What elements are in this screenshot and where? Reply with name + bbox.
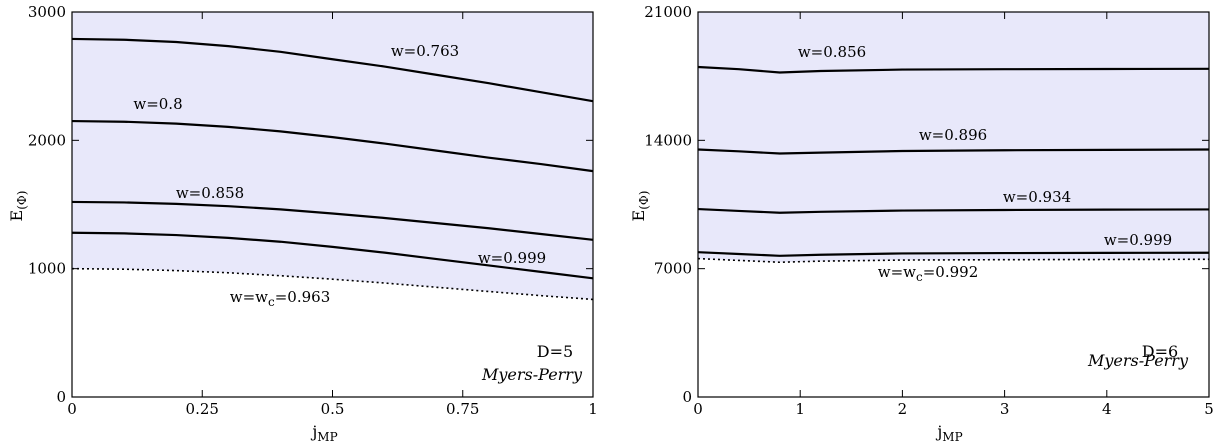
- series-line: [697, 251, 1210, 257]
- series-label: w=0.999: [1104, 231, 1172, 249]
- series-label: w=0.896: [919, 126, 987, 144]
- series-label: w=0.999: [478, 249, 546, 267]
- y-axis-label-text: E: [629, 210, 648, 222]
- x-tick-label: 0: [67, 400, 77, 418]
- model-label: Myers-Perry: [1087, 351, 1189, 370]
- series-line: [71, 119, 594, 173]
- dimension-label: D=5: [537, 342, 573, 361]
- x-axis-label-text: j: [310, 422, 317, 441]
- x-tick-label: 0.25: [186, 400, 219, 418]
- series-label: w=wc=0.992: [878, 263, 979, 284]
- series-label-text: w=0.763: [391, 42, 459, 60]
- series-label-text: w=0.934: [1003, 188, 1071, 206]
- shaded-region: [698, 12, 1209, 263]
- plot-frame: [71, 11, 594, 398]
- x-tick-label: 4: [1102, 400, 1112, 418]
- y-axis-label-sub: (Φ): [15, 191, 29, 210]
- x-tick-label: 3: [1000, 400, 1010, 418]
- series-label: w=0.763: [391, 42, 459, 60]
- shaded-region: [72, 12, 593, 300]
- x-tick-label: 5: [1204, 400, 1214, 418]
- x-axis-label-sub: MP: [317, 430, 337, 444]
- y-tick-label: 0: [56, 388, 66, 406]
- series-label-text: w=0.999: [478, 249, 546, 267]
- series-label-text: w=0.858: [176, 184, 244, 202]
- series-label: w=0.858: [176, 184, 244, 202]
- series-line: [697, 257, 1210, 264]
- chart-left: 0 0.25 0.5 0.75 1 0 1000 2000 3000 w=0.763 w=0.8 w=…: [7, 3, 598, 444]
- series-line: [697, 65, 1210, 74]
- chart-right: 0 1 2 3 4 5 0 7000 14000 21000 w=0.856 w=0.896 w=0.9…: [629, 3, 1214, 444]
- y-axis-label: E(Φ): [7, 191, 29, 222]
- series-label: w=0.8: [133, 95, 182, 113]
- series-line: [71, 200, 594, 241]
- y-tick-label: 7000: [654, 260, 692, 278]
- dimension-label: D=6: [1142, 342, 1178, 361]
- x-axis-label: jMP: [935, 422, 962, 444]
- x-tick-label: 0: [693, 400, 703, 418]
- model-label: Myers-Perry: [481, 365, 583, 384]
- y-tick-label: 21000: [644, 3, 692, 21]
- x-axis-label-sub: MP: [942, 430, 962, 444]
- series-line: [697, 207, 1210, 214]
- y-tick-label: 3000: [28, 3, 66, 21]
- y-tick-label: 0: [682, 388, 692, 406]
- series-label-text: w=0.999: [1104, 231, 1172, 249]
- x-tick-label: 0.75: [446, 400, 479, 418]
- x-tick-label: 0.5: [321, 400, 345, 418]
- x-tick-label: 1: [795, 400, 805, 418]
- series-line: [71, 267, 594, 301]
- y-tick-label: 2000: [28, 131, 66, 149]
- series-label-suffix: =0.992: [923, 263, 979, 281]
- y-axis-label: E(Φ): [629, 191, 651, 222]
- y-tick-label: 14000: [644, 131, 692, 149]
- x-tick-label: 1: [588, 400, 598, 418]
- series-label-sub: c: [916, 270, 923, 284]
- series-label-sub: c: [268, 295, 275, 309]
- series-label: w=0.856: [798, 43, 866, 61]
- plot-frame: [697, 11, 1210, 398]
- series-label-text: w=0.896: [919, 126, 987, 144]
- series-label-text: w=w: [878, 263, 916, 281]
- series-label: w=0.934: [1003, 188, 1071, 206]
- series-label-suffix: =0.963: [275, 288, 331, 306]
- x-axis-label-text: j: [935, 422, 942, 441]
- x-tick-label: 2: [898, 400, 908, 418]
- y-axis-label-sub: (Φ): [637, 191, 651, 210]
- series-line: [71, 231, 594, 280]
- x-axis-label: jMP: [310, 422, 337, 444]
- series-label-text: w=0.856: [798, 43, 866, 61]
- y-axis-label-text: E: [7, 210, 26, 222]
- y-tick-label: 1000: [28, 260, 66, 278]
- series-label: w=wc=0.963: [230, 288, 331, 309]
- series-label-text: w=w: [230, 288, 268, 306]
- series-line: [697, 148, 1210, 155]
- series-line: [71, 37, 594, 103]
- series-label-text: w=0.8: [133, 95, 182, 113]
